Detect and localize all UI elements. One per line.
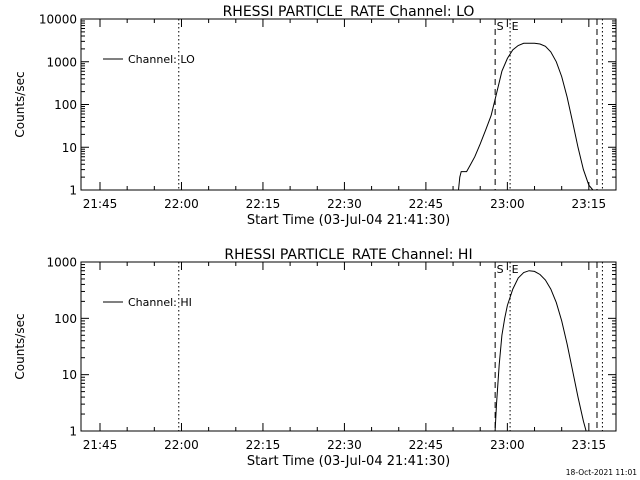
x-tick-label: 21:45 bbox=[83, 438, 118, 452]
series-line bbox=[458, 42, 594, 191]
legend-label: Channel: HI bbox=[128, 296, 192, 309]
x-tick-label: 23:00 bbox=[490, 197, 525, 211]
x-tick-label: 23:00 bbox=[490, 438, 525, 452]
y-tick-label: 10000 bbox=[39, 13, 77, 27]
x-tick-label: 22:30 bbox=[327, 197, 362, 211]
timestamp-label: 18-Oct-2021 11:01 bbox=[566, 468, 637, 477]
y-tick-label: 100 bbox=[54, 98, 77, 112]
x-tick-label: 23:15 bbox=[572, 438, 607, 452]
plot-frame bbox=[80, 18, 617, 191]
y-axis-label: Counts/sec bbox=[13, 71, 27, 137]
x-tick-label: 22:45 bbox=[409, 197, 444, 211]
x-tick-label: 22:00 bbox=[164, 438, 199, 452]
panel-hi: RHESSI PARTICLE_RATE Channel: HI Start Ti… bbox=[13, 247, 617, 469]
x-tick-label: 22:45 bbox=[409, 438, 444, 452]
y-tick-label: 10 bbox=[62, 141, 77, 155]
event-marker-label: E bbox=[512, 20, 519, 33]
x-tick-label: 21:45 bbox=[83, 197, 118, 211]
event-marker-label: S bbox=[497, 20, 504, 33]
y-tick-label: 1000 bbox=[46, 55, 77, 69]
x-tick-label: 22:00 bbox=[164, 197, 199, 211]
x-tick-label: 22:15 bbox=[246, 197, 281, 211]
y-tick-label: 1 bbox=[69, 425, 77, 439]
series-line bbox=[494, 270, 587, 432]
y-tick-label: 1000 bbox=[46, 256, 77, 270]
panel-lo: RHESSI PARTICLE_RATE Channel: LO Start Ti… bbox=[13, 4, 617, 228]
chart-title: RHESSI PARTICLE_RATE Channel: HI bbox=[224, 247, 472, 263]
chart-title: RHESSI PARTICLE_RATE Channel: LO bbox=[223, 4, 475, 20]
plot-frame bbox=[80, 261, 617, 432]
x-axis-label: Start Time (03-Jul-04 21:41:30) bbox=[247, 213, 450, 228]
y-axis-label: Counts/sec bbox=[13, 313, 27, 379]
event-marker-label: E bbox=[512, 263, 519, 276]
x-tick-label: 22:15 bbox=[246, 438, 281, 452]
x-axis-label: Start Time (03-Jul-04 21:41:30) bbox=[247, 454, 450, 469]
y-tick-label: 100 bbox=[54, 312, 77, 326]
x-tick-label: 22:30 bbox=[327, 438, 362, 452]
legend-label: Channel: LO bbox=[128, 53, 195, 66]
y-tick-label: 10 bbox=[62, 368, 77, 382]
y-tick-label: 1 bbox=[69, 184, 77, 198]
x-tick-label: 23:15 bbox=[572, 197, 607, 211]
event-marker-label: S bbox=[497, 263, 504, 276]
